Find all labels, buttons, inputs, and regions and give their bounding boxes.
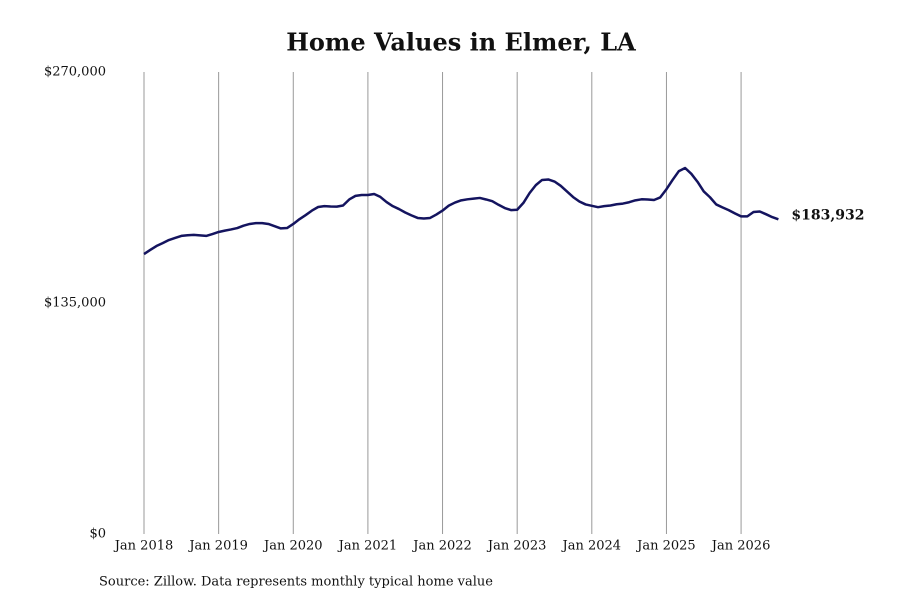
source-note: Source: Zillow. Data represents monthly … xyxy=(99,575,493,590)
chart-title: Home Values in Elmer, LA xyxy=(286,28,636,57)
x-tick-label: Jan 2022 xyxy=(411,539,472,554)
value-label: $183,932 xyxy=(791,207,864,223)
x-tick-label: Jan 2018 xyxy=(113,539,174,554)
y-tick-label: $135,000 xyxy=(44,296,106,311)
x-tick-label: Jan 2025 xyxy=(635,539,696,554)
x-tick-label: Jan 2026 xyxy=(710,539,771,554)
x-tick-label: Jan 2019 xyxy=(187,539,248,554)
x-tick-label: Jan 2020 xyxy=(262,539,323,554)
x-tick-label: Jan 2024 xyxy=(561,539,622,554)
x-tick-label: Jan 2021 xyxy=(337,539,398,554)
x-tick-label: Jan 2023 xyxy=(486,539,547,554)
y-tick-label: $270,000 xyxy=(44,65,106,80)
line xyxy=(143,166,779,256)
y-tick-label: $0 xyxy=(89,527,106,542)
